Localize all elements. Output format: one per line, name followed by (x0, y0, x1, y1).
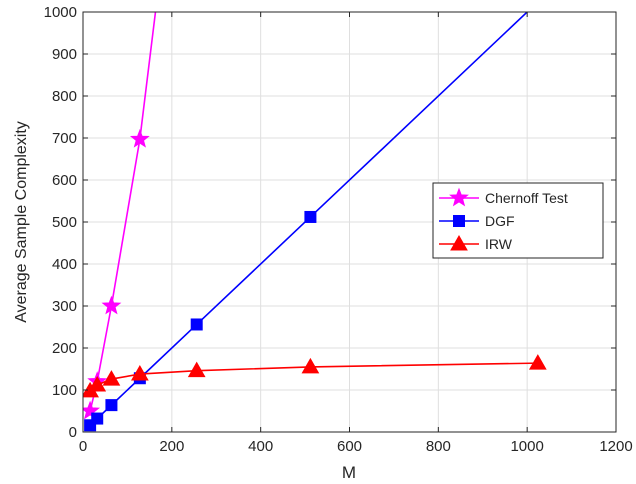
legend-label: IRW (485, 236, 513, 252)
y-tick-label: 800 (52, 88, 77, 105)
data-point (105, 399, 118, 412)
data-point (190, 318, 203, 331)
data-point (102, 370, 121, 386)
data-point (91, 412, 104, 425)
tick-labels: 0 200 400 600 800 1000 1200 0 100 200 300 400 500 600… (44, 4, 633, 455)
y-tick-label: 300 (52, 298, 77, 315)
data-point (528, 354, 547, 370)
y-tick-label: 400 (52, 256, 77, 273)
legend: Chernoff Test DGF IRW (432, 182, 604, 259)
data-point (83, 400, 101, 420)
data-point (532, 0, 543, 7)
series-2 (83, 354, 547, 398)
legend-marker (453, 215, 465, 227)
data-point (101, 295, 122, 315)
y-tick-label: 500 (52, 214, 77, 231)
data-point (129, 128, 150, 148)
data-point (301, 357, 320, 374)
y-tick-label: 100 (52, 382, 77, 399)
legend-marker (450, 234, 468, 251)
series-layer (83, 0, 547, 432)
x-tick-label: 1000 (510, 438, 543, 455)
data-point (187, 361, 206, 378)
data-point (130, 365, 149, 381)
data-point (88, 375, 107, 392)
x-tick-label: 200 (159, 438, 184, 455)
x-tick-label: 600 (337, 438, 362, 455)
x-tick-label: 400 (248, 438, 273, 455)
y-tick-label: 0 (69, 424, 77, 441)
x-tick-label: 800 (426, 438, 451, 455)
y-axis-label: Average Sample Complexity (13, 121, 30, 323)
legend-label: Chernoff Test (485, 190, 568, 206)
legend-label: DGF (485, 213, 515, 229)
y-tick-label: 600 (52, 172, 77, 189)
data-point (84, 419, 97, 432)
data-point (304, 210, 317, 223)
x-tick-label: 0 (79, 438, 87, 455)
x-tick-label: 1200 (599, 438, 632, 455)
legend-marker (449, 187, 469, 207)
y-tick-label: 200 (52, 340, 77, 357)
x-axis-label: M (342, 463, 356, 482)
axes (82, 11, 617, 433)
y-tick-label: 900 (52, 46, 77, 63)
y-tick-label: 700 (52, 130, 77, 147)
y-tick-label: 1000 (44, 4, 77, 21)
